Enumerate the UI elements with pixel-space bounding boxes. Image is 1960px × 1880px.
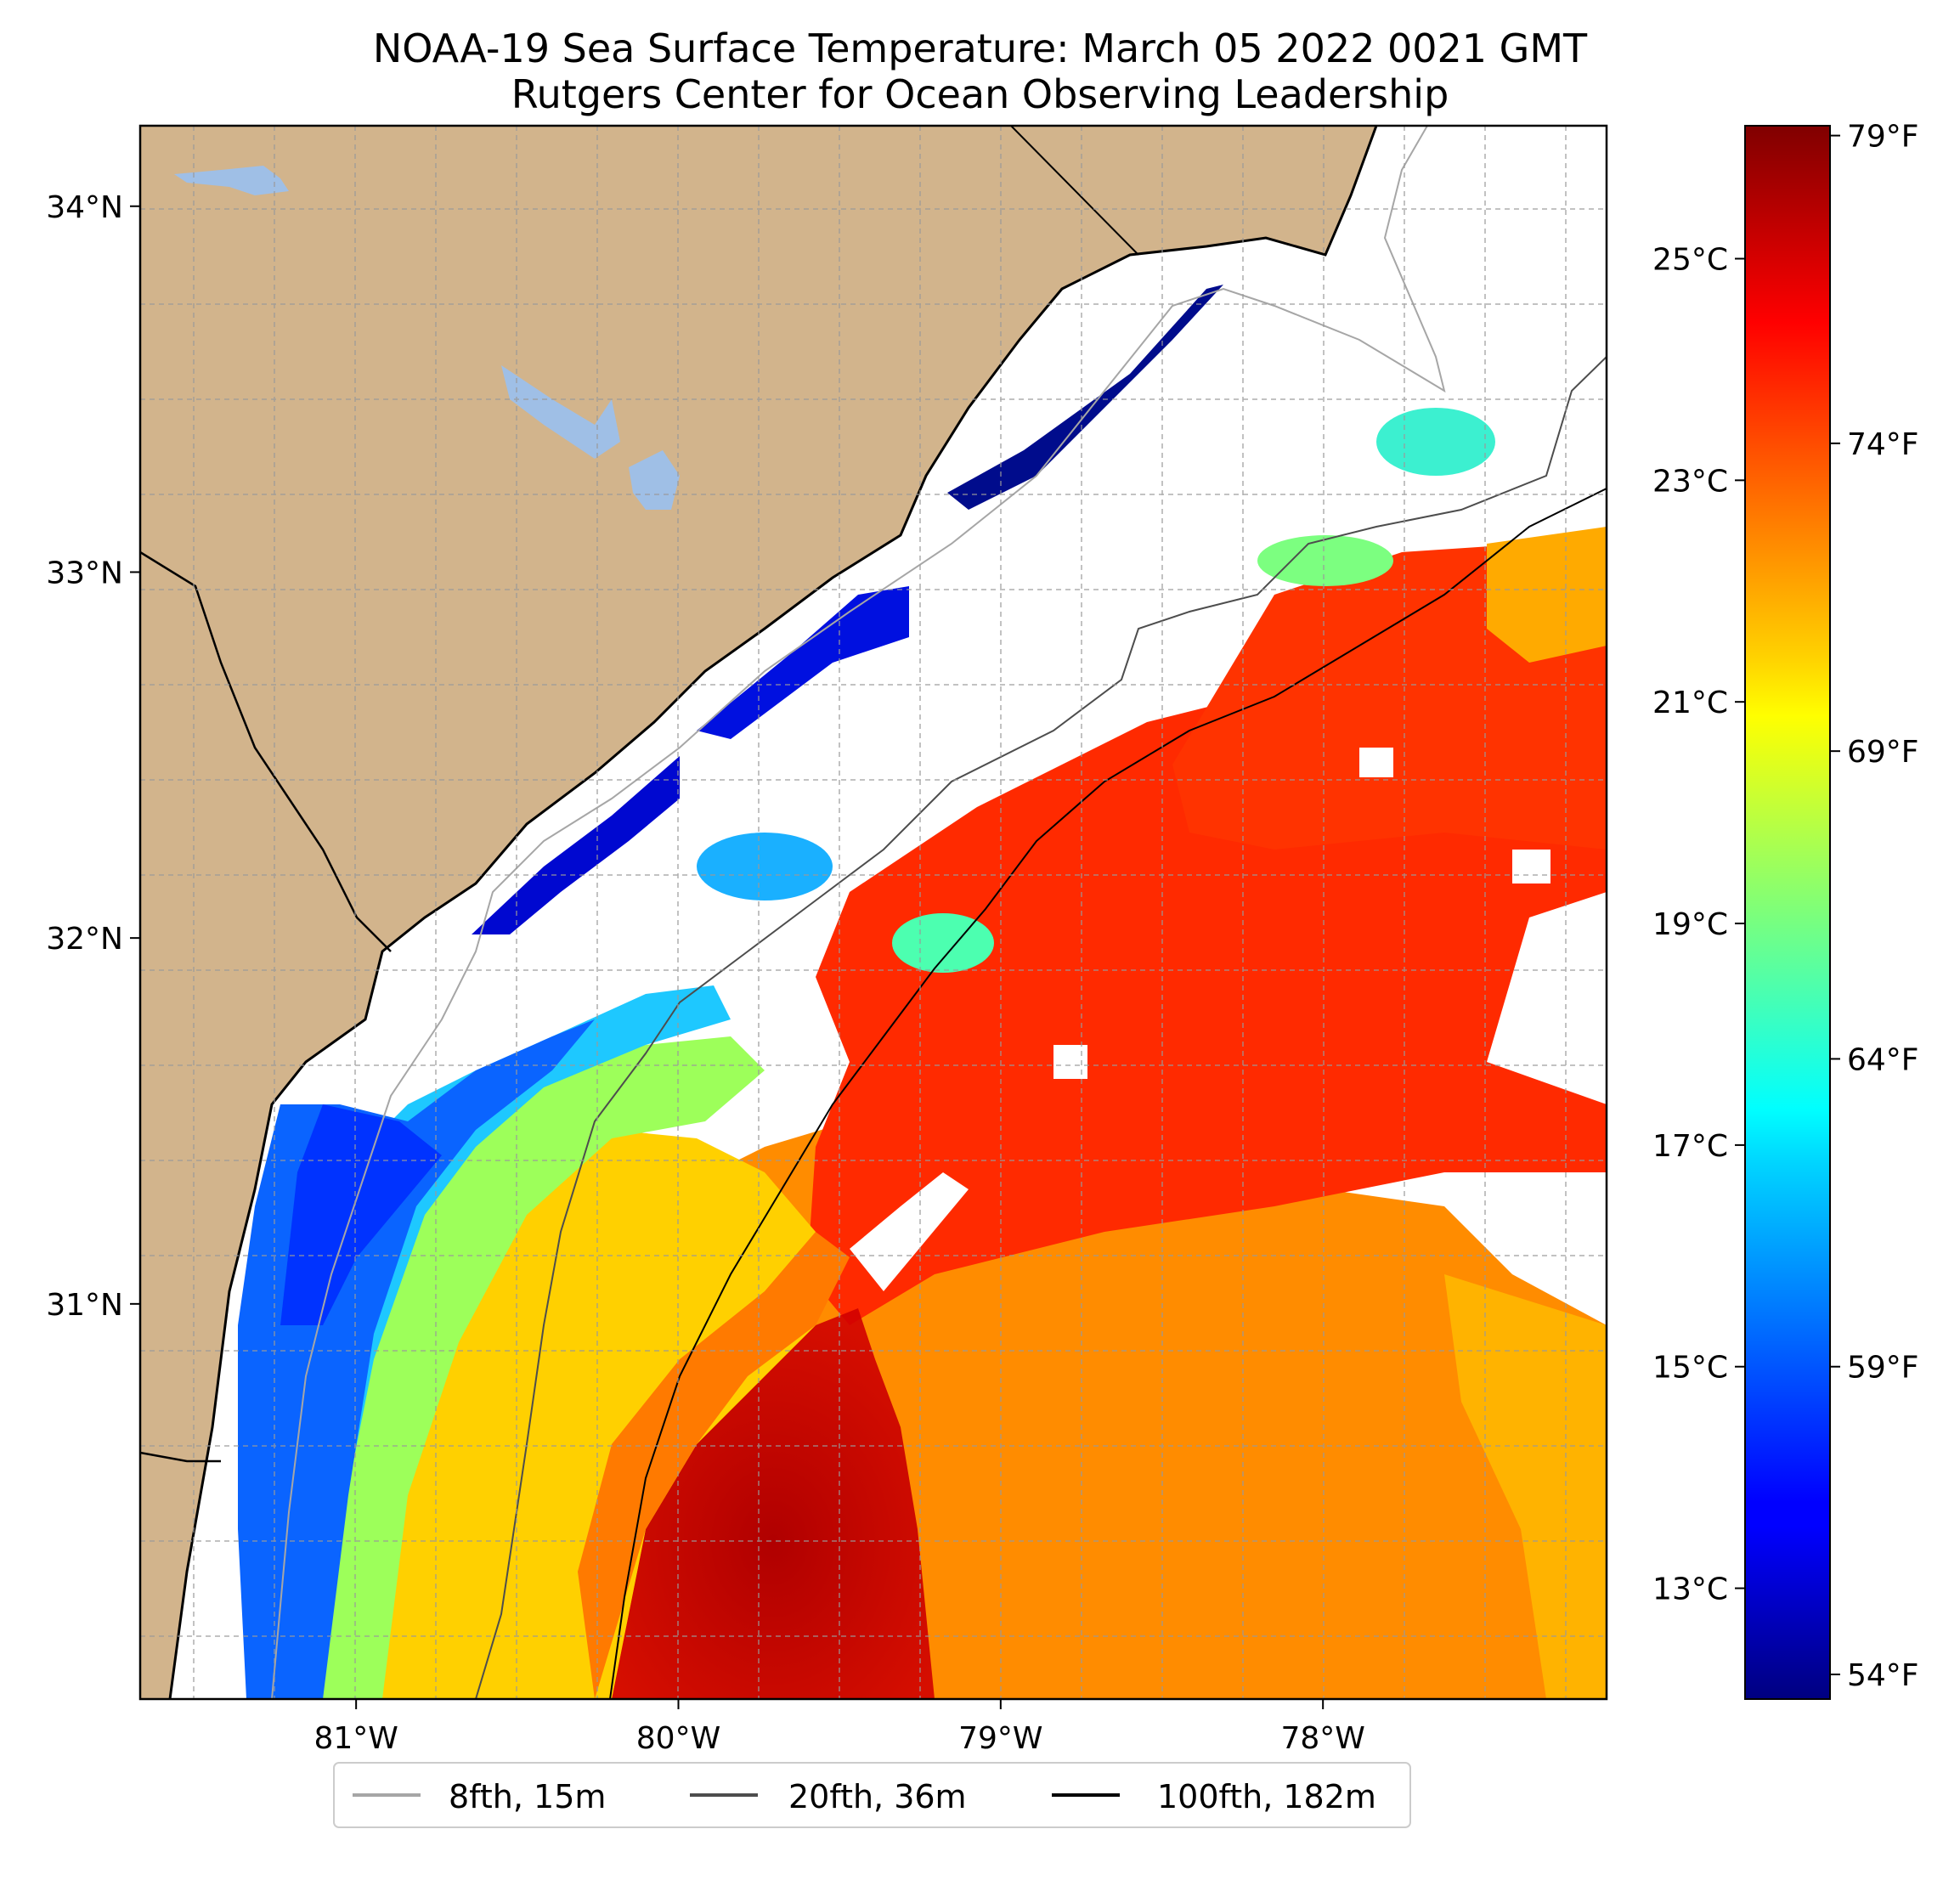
sst-north-blue-2 [697, 586, 909, 739]
state-border-ga-fl [140, 1451, 221, 1463]
legend: 8fth, 15m 20fth, 36m 100fth, 182m [333, 1762, 1411, 1828]
longitude-axis: 81°W 80°W 79°W 78°W [313, 1699, 1365, 1756]
lon-tick-label: 80°W [636, 1721, 720, 1756]
lon-tick-label: 78°W [1280, 1721, 1364, 1756]
legend-label-100fth: 100fth, 182m [1157, 1778, 1376, 1815]
colorbar-fahrenheit-label: 74°F [1847, 427, 1919, 462]
sst-cyan-patch-1 [697, 833, 833, 900]
sst-nearshore-deepblue [280, 1104, 442, 1325]
colorbar-fahrenheit-label: 79°F [1847, 120, 1919, 155]
state-border [1010, 126, 1139, 256]
colorbar-celsius-label: 23°C [1652, 464, 1728, 499]
colorbar-celsius-ticks: 13°C 15°C 17°C 19°C 21°C 23°C 25°C [1652, 243, 1745, 1607]
sst-yellow-edge [1487, 527, 1607, 663]
cloud-gap-1 [850, 1172, 969, 1291]
colorbar-celsius-label: 17°C [1652, 1129, 1728, 1164]
state-border-sc-ga [140, 550, 392, 952]
legend-box [333, 1762, 1411, 1828]
colorbar-fahrenheit-label: 64°F [1847, 1042, 1919, 1077]
map-area [140, 126, 1607, 1699]
lat-tick-label: 34°N [46, 190, 123, 225]
lat-tick-label: 33°N [46, 556, 123, 590]
latitude-axis: 34°N 33°N 32°N 31°N [46, 190, 140, 1323]
title-line-2: Rutgers Center for Ocean Observing Leade… [511, 71, 1449, 117]
colorbar-celsius-label: 21°C [1652, 686, 1728, 720]
cloud-gap-3 [1512, 850, 1550, 884]
legend-label-8fth: 8fth, 15m [449, 1778, 606, 1815]
land-mass [140, 126, 1376, 1699]
lat-tick-label: 31°N [46, 1288, 123, 1323]
lon-tick-label: 79°W [958, 1721, 1042, 1756]
legend-label-20fth: 20fth, 36m [788, 1778, 967, 1815]
colorbar-fahrenheit-label: 59°F [1847, 1351, 1919, 1386]
colorbar-bar [1744, 125, 1831, 1700]
contour-8fth [271, 126, 1446, 1699]
map-frame [138, 124, 1608, 1701]
lon-tick-label: 81°W [313, 1721, 398, 1756]
colorbar-celsius-label: 25°C [1652, 243, 1728, 278]
gridlines [140, 126, 1607, 1699]
contour-100fth [609, 488, 1607, 1699]
colorbar: 13°C 15°C 17°C 19°C 21°C 23°C 25°C 54°F 59°F 64°… [1652, 120, 1919, 1700]
sst-cyan-patch-4 [892, 913, 994, 973]
colorbar-fahrenheit-label: 69°F [1847, 735, 1919, 770]
sst-north-blue-3 [472, 756, 680, 934]
sst-cyan-patch-3 [1257, 535, 1393, 586]
colorbar-fahrenheit-ticks: 54°F 59°F 64°F 69°F 74°F 79°F [1830, 120, 1919, 1693]
sst-north-blue-1 [947, 285, 1223, 510]
sst-cyan-patch-2 [1376, 408, 1495, 476]
colorbar-celsius-label: 13°C [1652, 1572, 1728, 1607]
lat-tick-label: 32°N [46, 922, 123, 957]
lake-2 [501, 365, 620, 459]
colorbar-celsius-label: 19°C [1652, 907, 1728, 942]
colorbar-celsius-label: 15°C [1652, 1351, 1728, 1386]
sst-gulfstream-core [612, 1308, 935, 1699]
coastline [168, 126, 1378, 1699]
title-line-1: NOAA-19 Sea Surface Temperature: March 0… [372, 25, 1588, 71]
colorbar-fahrenheit-label: 54°F [1847, 1658, 1919, 1693]
sst-shelf-orange [578, 1232, 850, 1699]
cloud-gap-2 [1359, 748, 1393, 777]
lake-1 [174, 166, 289, 195]
cloud-gap-4 [1053, 1045, 1087, 1079]
